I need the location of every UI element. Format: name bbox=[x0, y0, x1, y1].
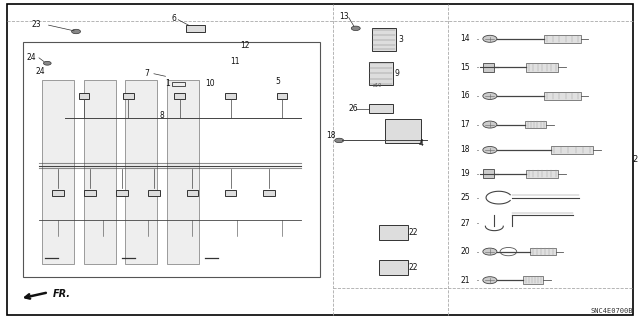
Bar bbox=[42, 80, 74, 264]
Circle shape bbox=[483, 146, 497, 153]
Bar bbox=[124, 93, 134, 99]
Text: 8: 8 bbox=[159, 111, 164, 120]
Bar bbox=[172, 82, 184, 86]
Bar bbox=[276, 93, 287, 99]
Bar bbox=[225, 93, 236, 99]
Bar bbox=[84, 190, 96, 196]
Text: 5: 5 bbox=[275, 77, 280, 86]
Bar bbox=[84, 80, 116, 264]
Text: 25: 25 bbox=[461, 193, 470, 202]
Circle shape bbox=[483, 277, 497, 284]
Text: 2: 2 bbox=[632, 155, 637, 164]
Text: 23: 23 bbox=[31, 20, 41, 29]
Bar bbox=[526, 170, 558, 178]
Text: 22: 22 bbox=[408, 263, 418, 272]
Bar bbox=[544, 35, 580, 43]
Circle shape bbox=[483, 248, 497, 255]
Bar bbox=[526, 63, 558, 71]
Text: 17: 17 bbox=[461, 120, 470, 129]
Bar bbox=[52, 190, 64, 196]
Bar bbox=[483, 63, 494, 72]
Text: 27: 27 bbox=[461, 219, 470, 227]
Text: 6: 6 bbox=[172, 14, 177, 23]
Bar bbox=[186, 25, 205, 32]
Circle shape bbox=[44, 61, 51, 65]
Text: ø10: ø10 bbox=[372, 82, 381, 87]
Bar bbox=[116, 190, 128, 196]
Text: 15: 15 bbox=[461, 63, 470, 72]
Bar bbox=[186, 190, 198, 196]
Bar bbox=[379, 225, 408, 241]
Circle shape bbox=[483, 121, 497, 128]
Circle shape bbox=[483, 35, 497, 42]
Bar bbox=[79, 93, 89, 99]
Bar bbox=[531, 248, 556, 256]
Text: 7: 7 bbox=[145, 69, 149, 78]
Text: 26: 26 bbox=[349, 104, 358, 113]
Circle shape bbox=[72, 29, 81, 34]
Text: 18: 18 bbox=[326, 131, 336, 140]
Bar bbox=[385, 119, 420, 143]
Text: FR.: FR. bbox=[53, 289, 71, 300]
Text: 24: 24 bbox=[26, 53, 36, 62]
Bar bbox=[369, 104, 393, 114]
Bar bbox=[483, 169, 494, 178]
Circle shape bbox=[335, 138, 344, 143]
Text: 13: 13 bbox=[339, 12, 349, 21]
Bar bbox=[174, 93, 184, 99]
Text: 22: 22 bbox=[408, 228, 418, 237]
Bar bbox=[544, 92, 580, 100]
Text: 16: 16 bbox=[461, 92, 470, 100]
Text: 14: 14 bbox=[461, 34, 470, 43]
Text: 19: 19 bbox=[461, 169, 470, 178]
Bar bbox=[551, 146, 593, 154]
Text: 4: 4 bbox=[419, 139, 424, 148]
Circle shape bbox=[351, 26, 360, 31]
Text: 1: 1 bbox=[166, 79, 170, 88]
Circle shape bbox=[483, 93, 497, 100]
Text: 24: 24 bbox=[36, 67, 45, 76]
FancyArrowPatch shape bbox=[26, 293, 46, 299]
Text: 21: 21 bbox=[461, 276, 470, 285]
Bar bbox=[167, 80, 198, 264]
Bar bbox=[225, 190, 236, 196]
Bar bbox=[379, 260, 408, 275]
Bar bbox=[372, 28, 396, 51]
Text: 12: 12 bbox=[240, 41, 250, 50]
Text: SNC4E0700B: SNC4E0700B bbox=[591, 308, 633, 315]
Bar bbox=[148, 190, 160, 196]
Bar bbox=[263, 190, 275, 196]
Text: 11: 11 bbox=[230, 56, 240, 65]
Bar bbox=[524, 276, 543, 284]
Text: 3: 3 bbox=[398, 35, 403, 44]
Bar bbox=[369, 62, 393, 85]
Text: 20: 20 bbox=[461, 247, 470, 256]
Bar bbox=[125, 80, 157, 264]
Text: 10: 10 bbox=[205, 79, 214, 88]
Text: 9: 9 bbox=[395, 69, 399, 78]
Bar bbox=[525, 121, 547, 128]
Text: 18: 18 bbox=[461, 145, 470, 154]
